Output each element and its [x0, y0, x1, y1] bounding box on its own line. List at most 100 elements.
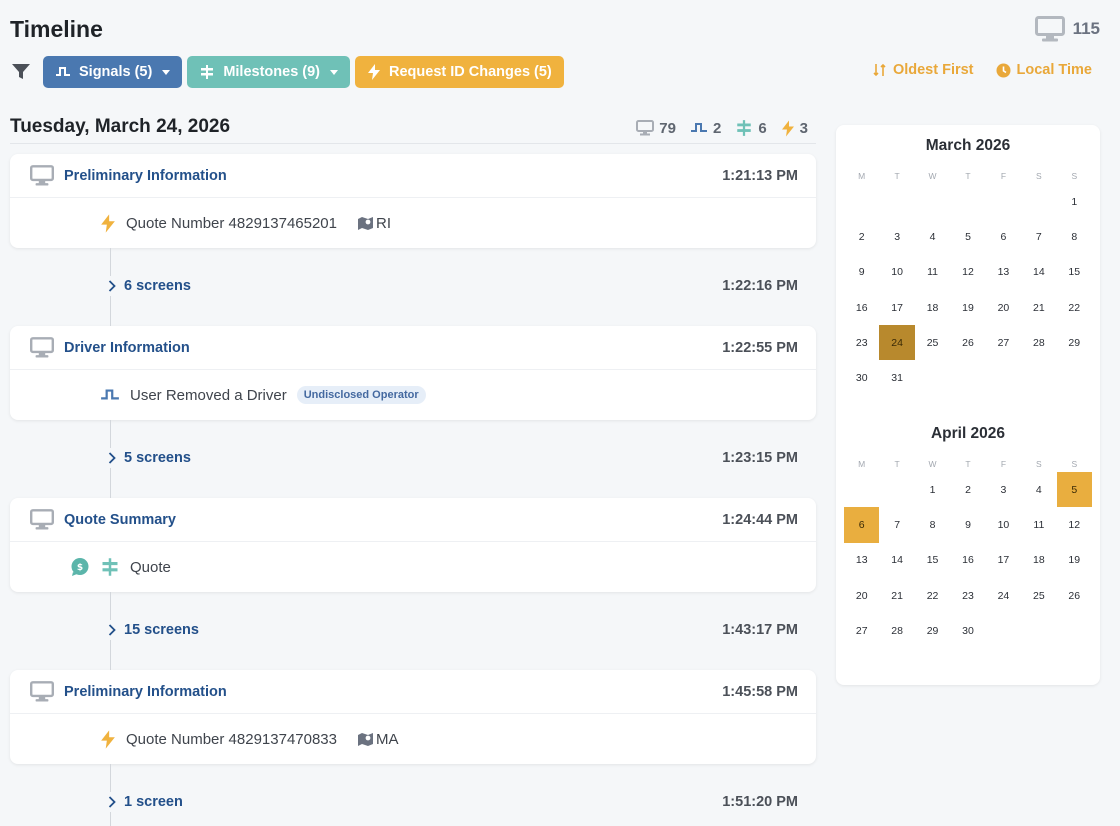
- oldest-first-toggle[interactable]: Oldest First: [873, 62, 974, 78]
- calendar-day[interactable]: 30: [962, 624, 974, 637]
- calendar-day[interactable]: 31: [891, 372, 903, 385]
- calendar-day[interactable]: 21: [1033, 301, 1045, 314]
- calendar-day[interactable]: 25: [1033, 589, 1045, 602]
- signals-filter-button[interactable]: Signals (5): [43, 56, 183, 88]
- calendar-day[interactable]: 8: [929, 518, 936, 531]
- calendar-day[interactable]: 7: [1035, 230, 1042, 243]
- calendar-day[interactable]: 30: [855, 372, 868, 385]
- calendar-day[interactable]: 5: [1056, 472, 1092, 508]
- screens-gap: 15 screens 1:43:17 PM: [10, 592, 816, 670]
- calendar-day[interactable]: 27: [997, 336, 1010, 349]
- milestones-filter-button[interactable]: Milestones (9): [187, 56, 351, 88]
- calendar-day[interactable]: 10: [891, 266, 903, 279]
- request-id-filter-label: Request ID Changes (5): [389, 64, 552, 80]
- calendar-day[interactable]: 2: [965, 483, 971, 496]
- weekday-label: M: [858, 459, 866, 469]
- calendar-empty-cell: [986, 184, 1021, 219]
- calendar-day[interactable]: 6: [1000, 230, 1007, 243]
- calendar-day[interactable]: 16: [962, 554, 974, 567]
- request-id-filter-button[interactable]: Request ID Changes (5): [355, 56, 564, 88]
- calendar-day[interactable]: 18: [1033, 554, 1045, 567]
- filter-icon[interactable]: [10, 61, 32, 83]
- calendar-day[interactable]: 29: [1068, 336, 1081, 349]
- calendar-day[interactable]: 16: [855, 301, 868, 314]
- calendar-day[interactable]: 4: [929, 230, 936, 243]
- event-text: Quote: [130, 558, 171, 576]
- calendar-day[interactable]: 12: [962, 266, 974, 279]
- calendar-day[interactable]: 5: [965, 230, 971, 243]
- calendar-day[interactable]: 20: [997, 301, 1010, 314]
- screens-expander[interactable]: 1 screen 1:51:20 PM: [108, 792, 798, 812]
- calendar-day[interactable]: 21: [891, 589, 903, 602]
- calendar-day[interactable]: 7: [894, 518, 901, 531]
- calendar-empty-cell: [844, 184, 879, 219]
- calendar-day[interactable]: 23: [855, 336, 868, 349]
- calendar-day[interactable]: 29: [926, 624, 939, 637]
- calendar-day[interactable]: 1: [1071, 195, 1078, 208]
- calendar-day[interactable]: 22: [1068, 301, 1081, 314]
- calendar-day[interactable]: 19: [1068, 554, 1081, 567]
- bolt-icon: [368, 64, 381, 80]
- calendar-day[interactable]: 15: [926, 554, 939, 567]
- calendar-day[interactable]: 4: [1035, 483, 1042, 496]
- calendar-day[interactable]: 2: [858, 230, 865, 243]
- calendar-day[interactable]: 25: [926, 336, 939, 349]
- screens-expander[interactable]: 6 screens 1:22:16 PM: [108, 276, 798, 296]
- calendar-day[interactable]: 1: [929, 483, 936, 496]
- calendar-day[interactable]: 3: [894, 230, 901, 243]
- calendar-day[interactable]: 6: [844, 507, 880, 543]
- screens-expander[interactable]: 15 screens 1:43:17 PM: [108, 620, 798, 640]
- calendar-day[interactable]: 28: [1033, 336, 1045, 349]
- signal-icon: [101, 389, 119, 400]
- timeline-card: Quote Summary 1:24:44 PM $ Quote: [10, 498, 816, 592]
- calendar-empty-cell: [1021, 184, 1056, 219]
- calendar-day[interactable]: 11: [927, 266, 939, 279]
- calendar-day[interactable]: 13: [997, 266, 1010, 279]
- weekday-label: W: [928, 459, 937, 469]
- calendar-day[interactable]: 8: [1071, 230, 1078, 243]
- calendar-day[interactable]: 27: [855, 624, 868, 637]
- location: RI: [357, 215, 391, 232]
- location-code: RI: [376, 214, 391, 232]
- calendar-day[interactable]: 28: [891, 624, 903, 637]
- card-header[interactable]: Preliminary Information 1:45:58 PM: [10, 670, 816, 714]
- calendar-day[interactable]: 14: [1033, 266, 1045, 279]
- calendar-day[interactable]: 15: [1068, 266, 1081, 279]
- calendar-day[interactable]: 3: [1000, 483, 1007, 496]
- weekday-label: M: [858, 171, 866, 181]
- calendar-day[interactable]: 19: [962, 301, 974, 314]
- map-pin-icon: [358, 216, 373, 230]
- calendar-day[interactable]: 9: [858, 266, 865, 279]
- total-screens: 115: [1034, 16, 1100, 42]
- timeline-card: Preliminary Information 1:45:58 PM Quote…: [10, 670, 816, 764]
- calendar-day[interactable]: 26: [962, 336, 974, 349]
- calendar-day[interactable]: 13: [855, 554, 868, 567]
- day-grid: 1 2 3 4 5 6 7 8 9 10 11 12 13 14 15 16 17 18 19 20 21 22 23 24 2…: [844, 472, 1092, 648]
- card-event: User Removed a Driver Undisclosed Operat…: [10, 370, 816, 420]
- calendar-day[interactable]: 17: [997, 554, 1010, 567]
- calendar-day[interactable]: 17: [891, 301, 903, 314]
- calendar-day[interactable]: 22: [926, 589, 939, 602]
- calendar-day[interactable]: 24: [997, 589, 1010, 602]
- calendar-day[interactable]: 10: [997, 518, 1010, 531]
- card-header[interactable]: Quote Summary 1:24:44 PM: [10, 498, 816, 542]
- local-time-toggle[interactable]: Local Time: [996, 62, 1092, 78]
- calendar-day[interactable]: 18: [926, 301, 939, 314]
- screens-expander[interactable]: 5 screens 1:23:15 PM: [108, 448, 798, 468]
- calendar-day[interactable]: 12: [1068, 518, 1081, 531]
- gap-time: 1:23:15 PM: [722, 450, 798, 466]
- calendar-day[interactable]: 23: [962, 589, 974, 602]
- milestone-icon: [102, 558, 118, 576]
- calendar-day[interactable]: 24: [879, 325, 915, 361]
- operator-badge: Undisclosed Operator: [296, 386, 426, 404]
- calendar-day[interactable]: 9: [965, 518, 971, 531]
- calendar-day[interactable]: 26: [1068, 589, 1081, 602]
- calendar-day[interactable]: 11: [1033, 518, 1045, 531]
- card-header[interactable]: Driver Information 1:22:55 PM: [10, 326, 816, 370]
- calendar-empty-cell: [879, 472, 914, 507]
- calendar-day[interactable]: 20: [855, 589, 868, 602]
- card-header[interactable]: Preliminary Information 1:21:13 PM: [10, 154, 816, 198]
- gap-time: 1:51:20 PM: [722, 794, 798, 810]
- calendar-day[interactable]: 14: [891, 554, 903, 567]
